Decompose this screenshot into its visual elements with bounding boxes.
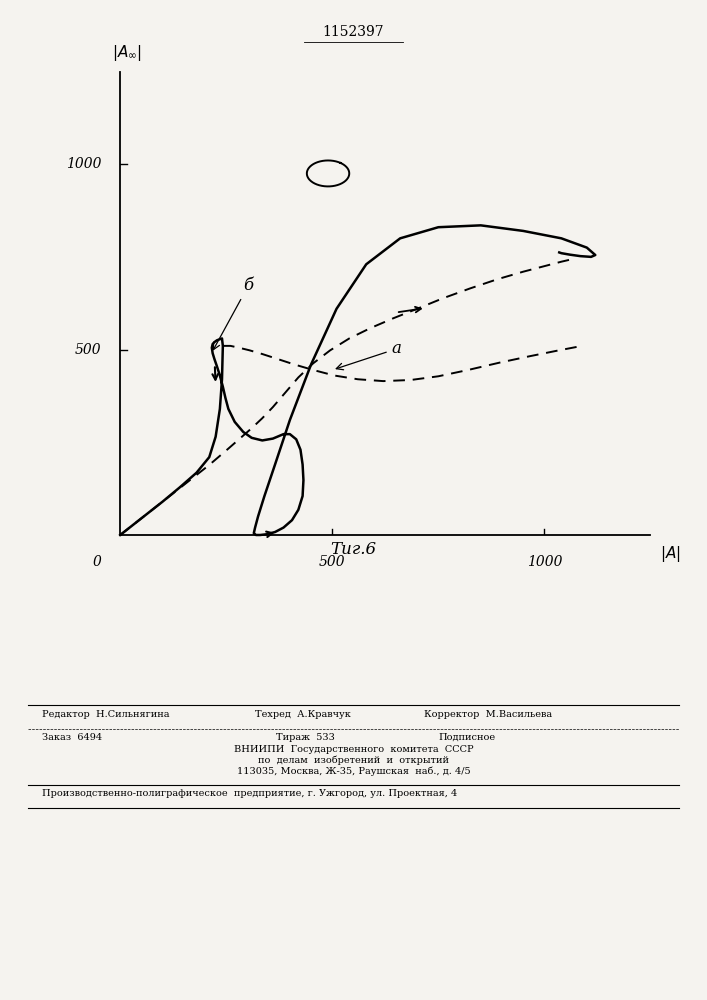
Text: 500: 500 [74, 343, 101, 357]
Text: 1152397: 1152397 [322, 25, 385, 39]
Text: Тираж  533: Тираж 533 [276, 733, 334, 742]
Text: Корректор  М.Васильева: Корректор М.Васильева [424, 710, 552, 719]
Text: 1000: 1000 [66, 157, 101, 171]
Text: Редактор  Н.Сильнягина: Редактор Н.Сильнягина [42, 710, 170, 719]
Text: $|A_{\infty}|$: $|A_{\infty}|$ [112, 43, 141, 63]
Text: 500: 500 [319, 555, 346, 569]
Text: б: б [214, 277, 253, 350]
Text: Подписное: Подписное [438, 733, 496, 742]
Text: 113035, Москва, Ж-35, Раушская  наб., д. 4/5: 113035, Москва, Ж-35, Раушская наб., д. … [237, 766, 470, 776]
Text: Производственно-полиграфическое  предприятие, г. Ужгород, ул. Проектная, 4: Производственно-полиграфическое предприя… [42, 789, 457, 798]
Text: Техред  А.Кравчук: Техред А.Кравчук [255, 710, 351, 719]
Text: Заказ  6494: Заказ 6494 [42, 733, 103, 742]
Text: Τиг.6: Τиг.6 [330, 541, 377, 558]
Text: по  делам  изобретений  и  открытий: по делам изобретений и открытий [258, 756, 449, 765]
Text: а: а [337, 340, 402, 370]
Text: 0: 0 [92, 555, 101, 569]
Text: ВНИИПИ  Государственного  комитета  СССР: ВНИИПИ Государственного комитета СССР [234, 745, 473, 754]
Text: $|A|$: $|A|$ [660, 544, 680, 564]
Text: 1000: 1000 [527, 555, 562, 569]
